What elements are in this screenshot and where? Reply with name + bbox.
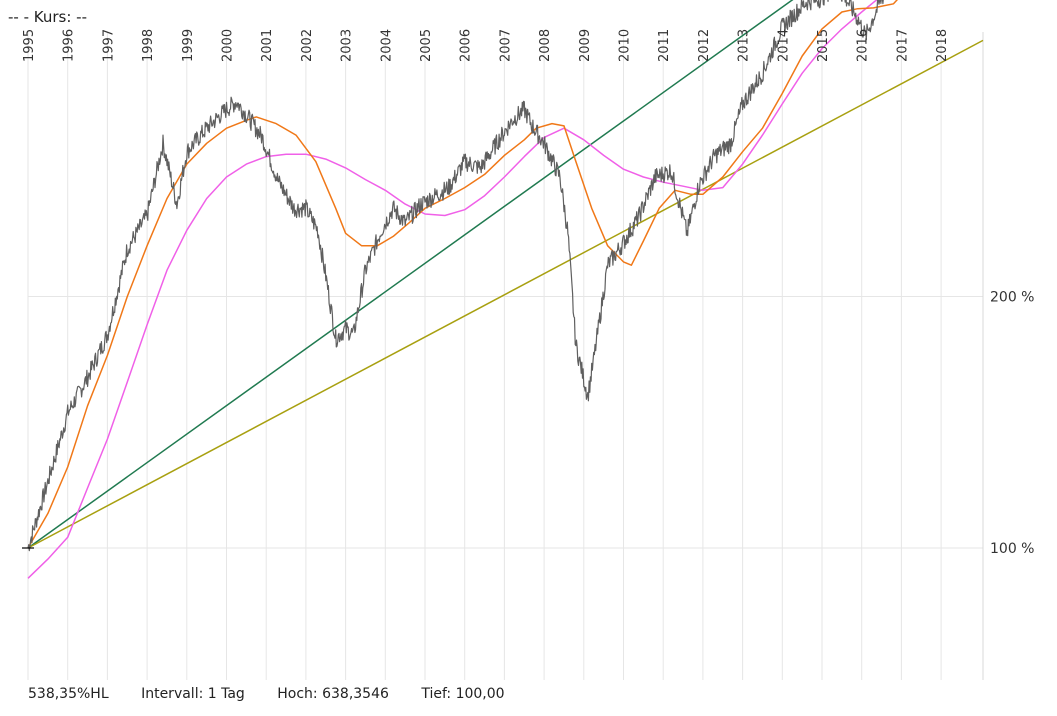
series-kurs	[27, 0, 884, 552]
grid	[27, 32, 984, 680]
footer-high: Hoch: 638,3546	[277, 686, 389, 702]
x-tick-label: 2002	[300, 29, 315, 62]
x-tick-label: 2011	[657, 29, 672, 62]
x-tick-label: 2017	[895, 29, 910, 62]
x-tick-label: 2006	[459, 29, 474, 62]
x-tick-label: 2010	[618, 29, 633, 62]
x-tick-label: 1996	[62, 29, 77, 62]
x-tick-label: 2000	[221, 29, 236, 62]
x-tick-label: 1998	[141, 29, 156, 62]
status-footer: 538,35%HL Intervall: 1 Tag Hoch: 638,354…	[28, 686, 533, 702]
x-tick-label: 2001	[260, 29, 275, 62]
footer-value: 538,35%HL	[28, 686, 109, 702]
x-tick-label: 2016	[856, 29, 871, 62]
x-tick-label: 1997	[101, 29, 116, 62]
x-tick-label: 2004	[379, 29, 394, 62]
x-tick-label: 2009	[578, 29, 593, 62]
series-trendlinie-2	[27, 39, 984, 549]
x-tick-label: 2018	[935, 29, 950, 62]
x-tick-label: 2008	[538, 29, 553, 62]
x-tick-label: 2003	[340, 29, 355, 62]
x-tick-label: 1995	[22, 29, 37, 62]
x-tick-label: 2014	[776, 29, 791, 62]
footer-low: Tief: 100,00	[421, 686, 505, 702]
x-tick-label: 2015	[816, 29, 831, 62]
x-tick-label: 2007	[498, 29, 513, 62]
series-group	[27, 0, 984, 579]
x-axis-ticks: 1995 1996 1997 1998 1999 2000 2001 2002 2003 2004…	[22, 29, 950, 62]
chart-header: -- - Kurs: --	[8, 8, 87, 26]
y-tick-label: 100 %	[990, 541, 1034, 557]
y-tick-label: 200 %	[990, 289, 1034, 305]
x-tick-label: 2013	[737, 29, 752, 62]
footer-interval: Intervall: 1 Tag	[141, 686, 245, 702]
x-tick-label: 2005	[419, 29, 434, 62]
series-trendlinie-1	[27, 0, 794, 549]
y-axis-ticks: 100 %200 %500 %	[990, 289, 1034, 557]
markers-group	[22, 547, 34, 549]
x-tick-label: 1999	[181, 29, 196, 62]
x-tick-label: 2012	[697, 29, 712, 62]
series-gleitender-durchschnitt-2	[27, 0, 878, 579]
